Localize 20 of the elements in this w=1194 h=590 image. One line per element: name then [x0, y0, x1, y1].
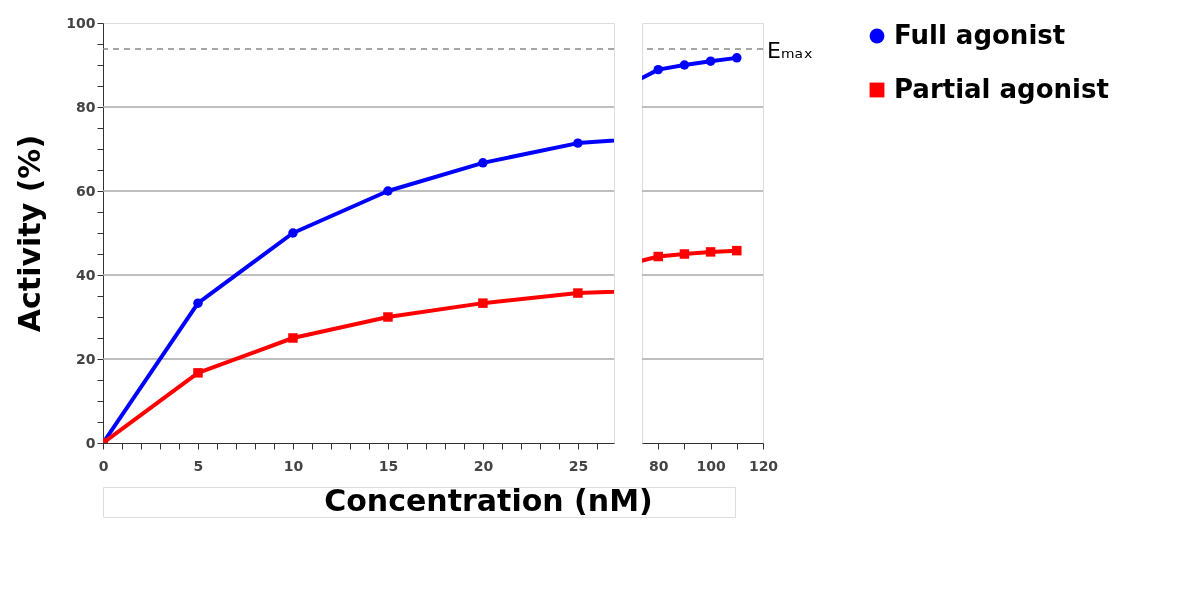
y-tick-label: 80 [76, 98, 96, 115]
x-tick-label: 15 [378, 457, 399, 474]
y-tick-label: 60 [76, 182, 96, 199]
x-tick-label: 100 [696, 457, 726, 474]
x-tick-label: 20 [473, 457, 494, 474]
x-tick-label: 80 [649, 457, 669, 474]
y-axis-title: Activity (%) [12, 134, 48, 333]
y-tick-label: 20 [76, 350, 96, 367]
y-tick-label: 0 [85, 434, 96, 451]
legend-label: Full agonist [894, 20, 1066, 50]
x-tick-label: 10 [283, 457, 304, 474]
x-tick-label: 5 [193, 457, 204, 474]
y-tick-label: 40 [76, 266, 96, 283]
x-tick-label: 0 [98, 457, 109, 474]
y-tick-label: 100 [66, 14, 96, 31]
ref-line-label: Eₘₐₓ [767, 38, 813, 64]
legend-label: Partial agonist [894, 74, 1109, 104]
x-tick-label: 25 [568, 457, 589, 474]
x-tick-label: 120 [748, 457, 779, 474]
x-axis-title: Concentration (nM) [324, 483, 653, 518]
